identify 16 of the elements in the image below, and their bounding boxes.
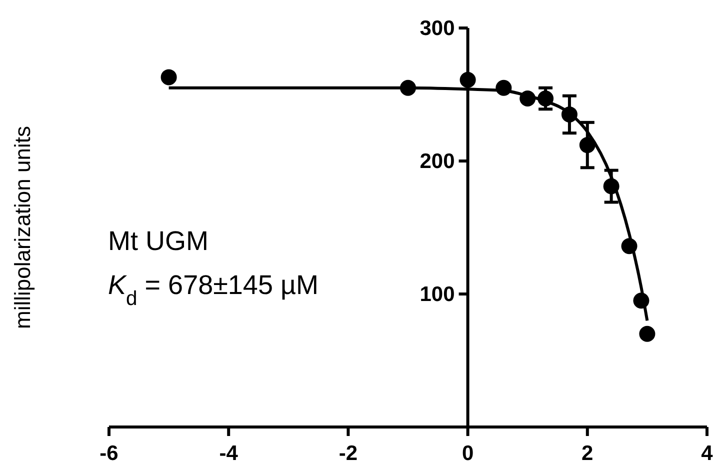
- x-tick-label: 4: [701, 442, 714, 465]
- x-tick-label: -4: [219, 442, 238, 465]
- y-tick-label: 300: [420, 17, 455, 40]
- annotation: Mt UGM: [108, 226, 208, 256]
- annotation: K$_{d}$ = 678±145 µM: [108, 270, 319, 310]
- point: [460, 72, 476, 88]
- point: [639, 326, 656, 342]
- y-axis-title: millipolarization units: [10, 126, 35, 329]
- x-tick-label: 0: [462, 442, 474, 465]
- x-tick-label: -6: [100, 442, 118, 465]
- x-tick-label: -2: [338, 442, 358, 465]
- x-tick-label: 2: [582, 442, 594, 465]
- point: [579, 137, 596, 154]
- y-tick-label: 100: [420, 283, 455, 306]
- y-tick-label: 200: [420, 150, 455, 173]
- point: [160, 69, 177, 86]
